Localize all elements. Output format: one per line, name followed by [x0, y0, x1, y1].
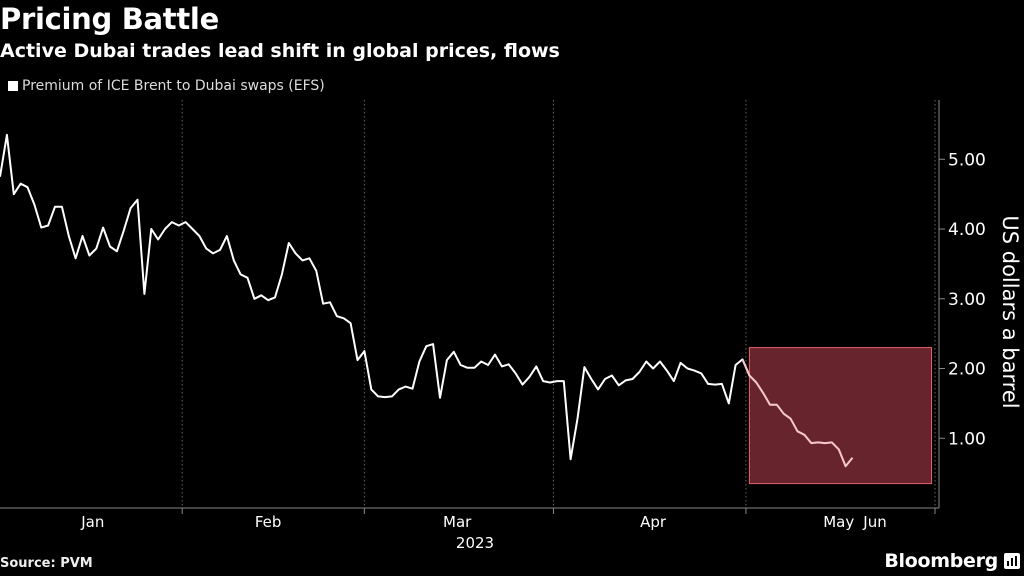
x-tick-label: Mar [443, 513, 472, 531]
source-note: Source: PVM [0, 556, 93, 571]
x-tick-label: Jun [862, 513, 886, 531]
x-tick-label: Jan [80, 513, 104, 531]
y-axis-title: US dollars a barrel [998, 215, 1022, 408]
bloomberg-chart-icon [1004, 553, 1020, 569]
chart-subtitle: Active Dubai trades lead shift in global… [0, 40, 560, 62]
y-tick-label: 5.00 [948, 150, 986, 170]
y-tick-label: 3.00 [948, 290, 986, 310]
legend-swatch [8, 81, 18, 91]
x-tick-label: May [823, 513, 854, 531]
x-axis-year-label: 2023 [456, 534, 494, 552]
series-line-highlighted [741, 359, 854, 468]
chart-title: Pricing Battle [0, 2, 219, 36]
x-tick-label: Apr [640, 513, 667, 531]
y-tick-label: 1.00 [948, 429, 986, 449]
legend: Premium of ICE Brent to Dubai swaps (EFS… [8, 78, 325, 94]
y-tick-label: 4.00 [948, 220, 986, 240]
series-line-efs [0, 133, 854, 468]
x-tick-label: Feb [255, 513, 282, 531]
y-tick-label: 2.00 [948, 360, 986, 380]
brand-logo: Bloomberg [884, 550, 998, 572]
legend-label: Premium of ICE Brent to Dubai swaps (EFS… [22, 78, 325, 94]
highlight-region [748, 347, 933, 485]
